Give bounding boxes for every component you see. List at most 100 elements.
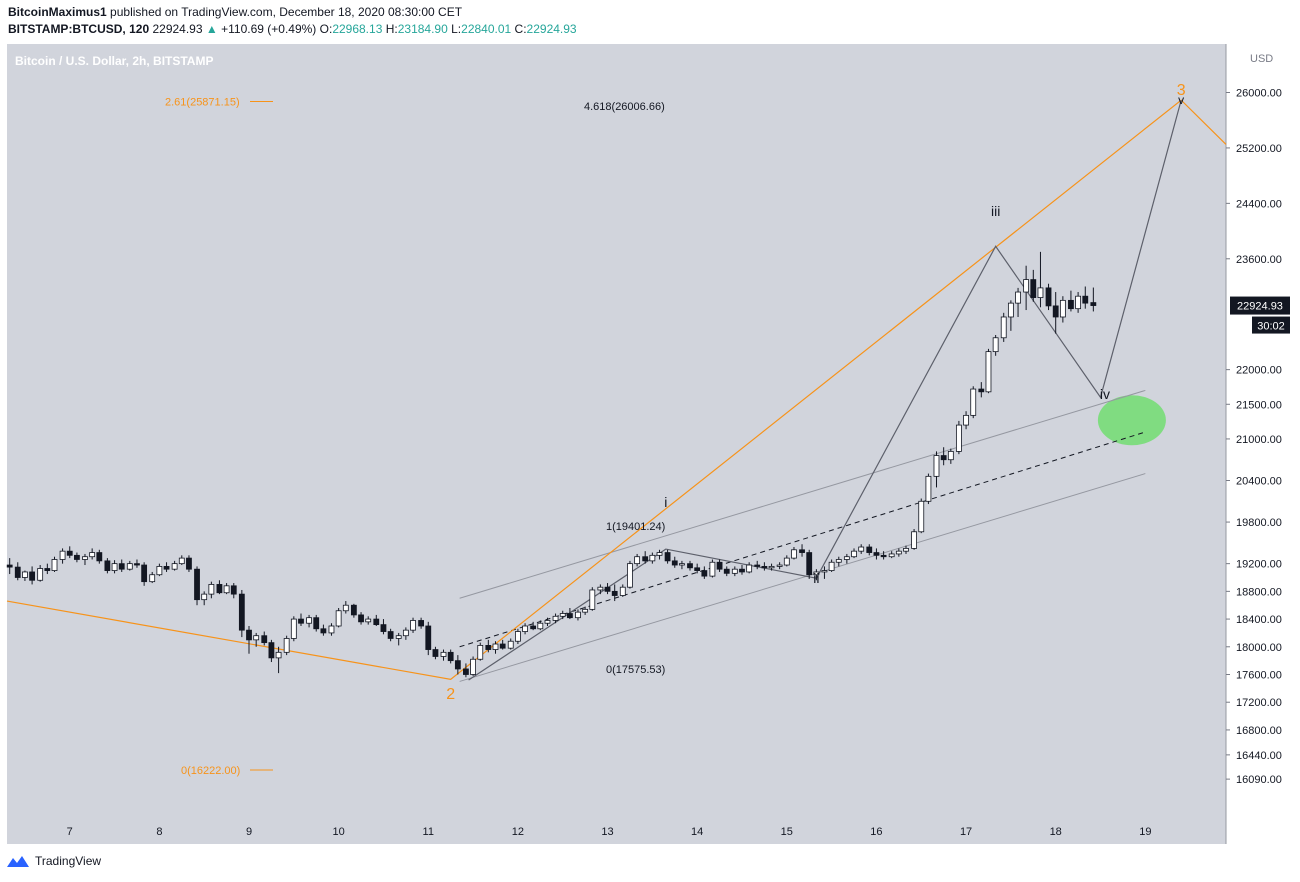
last-price: 22924.93: [152, 22, 203, 36]
candle-body-down: [530, 625, 537, 630]
candle-body-down: [642, 556, 649, 562]
currency-label: USD: [1250, 53, 1273, 65]
author-name[interactable]: BitcoinMaximus1: [8, 5, 107, 19]
candle-body-down: [873, 552, 880, 556]
candle-body-down: [14, 566, 21, 578]
fib-261-label: 2.61(25871.15): [165, 96, 240, 108]
candle-body-up: [1007, 302, 1014, 318]
candle-body-up: [589, 589, 596, 610]
price-change: +110.69 (+0.49%): [221, 22, 317, 36]
close-label: C:: [514, 22, 527, 36]
candle-body-down: [261, 635, 268, 644]
candle-body-up: [1037, 287, 1044, 298]
candle-body-up: [559, 613, 566, 617]
candle-body-up: [552, 615, 559, 621]
current-price-tag: [1230, 296, 1290, 315]
candle-body-up: [283, 638, 290, 653]
wave-iii-label: iii: [991, 203, 1000, 219]
candle-body-up: [776, 564, 783, 567]
y-tick-label: 22000.00: [1236, 365, 1282, 377]
candle-body-down: [566, 613, 573, 619]
candle-body-up: [903, 548, 909, 552]
candle-body-up: [201, 593, 208, 601]
x-tick-label: 14: [691, 826, 703, 838]
x-tick-label: 9: [246, 826, 252, 838]
candle-body-down: [485, 645, 492, 650]
wave-iv-target-ellipse: [1097, 395, 1166, 446]
candle-body-down: [1082, 295, 1089, 304]
candle-body-down: [447, 651, 454, 662]
candle-body-up: [275, 651, 282, 659]
x-tick-label: 7: [67, 826, 73, 838]
x-tick-label: 19: [1139, 826, 1151, 838]
y-tick-label: 16090.00: [1236, 774, 1282, 786]
price-axis[interactable]: 26000.00 25200.00 24400.00 23600.00 22000.00…: [1226, 88, 1282, 787]
candle-body-up: [835, 559, 842, 563]
candle-body-up: [813, 571, 820, 576]
candle-body-down: [604, 586, 611, 592]
x-tick-label: 13: [601, 826, 613, 838]
candle-body-down: [66, 550, 73, 556]
countdown-tag: [1252, 316, 1290, 334]
x-tick-label: 12: [512, 826, 524, 838]
publish-text: published on TradingView.com, December 1…: [110, 5, 463, 19]
time-axis[interactable]: 7 8 9 10 11 12 13 14 15 16 17 18 19: [67, 826, 1152, 838]
candle-body-down: [163, 566, 170, 570]
candle-body-up: [768, 566, 775, 569]
candle-body-up: [477, 645, 484, 660]
candle-body-down: [350, 604, 357, 616]
candle-body-down: [268, 642, 275, 659]
candle-body-down: [454, 660, 461, 670]
candle-body-up: [1075, 295, 1082, 310]
candle-body-down: [611, 590, 618, 596]
candle-body-down: [701, 570, 708, 577]
candle-body-up: [149, 574, 156, 583]
y-tick-label: 18400.00: [1236, 614, 1282, 626]
symbol-label: BITSTAMP:BTCUSD, 120: [8, 22, 150, 36]
candle-body-up: [328, 625, 335, 634]
symbol-line: BITSTAMP:BTCUSD, 120 22924.93 ▲ +110.69 …: [8, 22, 577, 36]
candle-body-down: [141, 564, 148, 583]
candle-body-down: [739, 568, 745, 573]
candle-body-up: [918, 500, 925, 533]
candle-body-up: [709, 561, 716, 577]
candle-body-down: [313, 617, 320, 630]
candle-body-up: [335, 610, 342, 627]
candle-body-up: [746, 564, 753, 573]
open-value: 22968.13: [332, 22, 383, 36]
candle-body-up: [156, 566, 163, 576]
candle-body-down: [499, 643, 506, 649]
tradingview-logo-icon[interactable]: [6, 854, 30, 868]
candle-body-up: [992, 337, 999, 353]
candle-body-up: [1000, 316, 1007, 339]
candle-body-up: [791, 549, 797, 559]
x-tick-label: 15: [781, 826, 793, 838]
candle-body-down: [96, 552, 103, 562]
candle-body-down: [664, 552, 671, 562]
candle-body-down: [216, 584, 223, 594]
candle-body-up: [1015, 291, 1021, 304]
orange-wave-count-line: [6, 99, 1227, 680]
y-tick-label: 25200.00: [1236, 143, 1282, 155]
wave-3-label: 3: [1177, 82, 1186, 99]
candle-body-down: [118, 563, 125, 570]
candle-body-up: [37, 568, 44, 581]
candle-body-up: [985, 351, 992, 393]
candle-body-up: [895, 550, 902, 555]
candle-body-up: [933, 455, 940, 477]
candle-body-up: [544, 620, 551, 624]
candle-body-up: [619, 586, 626, 596]
candle-body-down: [754, 564, 761, 567]
candle-body-up: [1059, 299, 1066, 318]
chart-background: [7, 44, 1226, 844]
wave-v-label: v: [1178, 93, 1184, 107]
low-label: L:: [451, 22, 462, 36]
footer-brand[interactable]: TradingView: [35, 854, 102, 868]
y-tick-label: 19200.00: [1236, 559, 1282, 571]
candle-body-up: [1023, 279, 1030, 293]
candle-body-up: [783, 557, 790, 566]
fib-1-label: 1(19401.24): [606, 521, 665, 533]
up-arrow-icon: ▲: [205, 22, 218, 36]
candle-body-down: [1030, 279, 1037, 298]
